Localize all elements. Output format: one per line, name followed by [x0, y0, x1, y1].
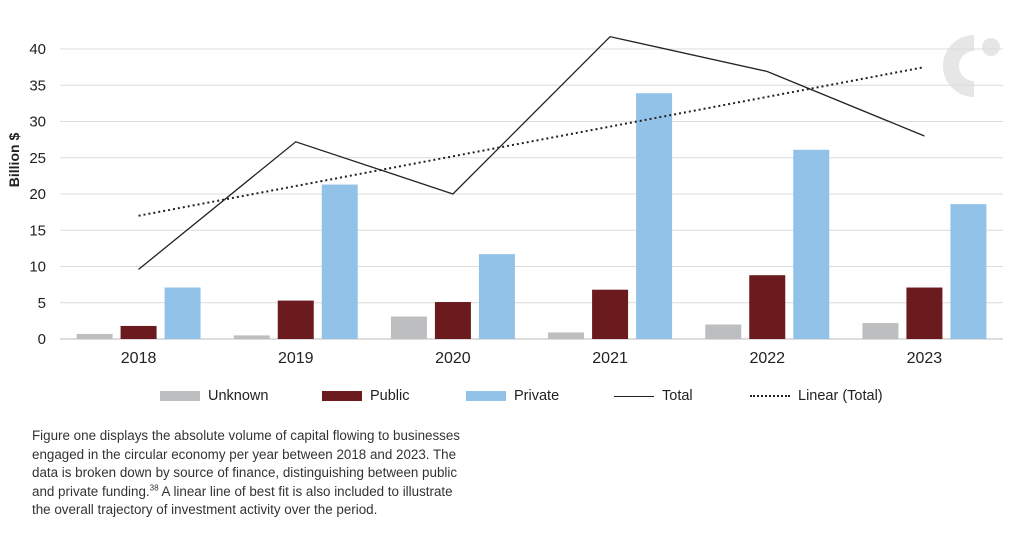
- x-tick-label-2022: 2022: [749, 350, 785, 367]
- y-tick-label: 5: [38, 295, 46, 312]
- y-axis-label: Billion $: [6, 133, 22, 188]
- bar-unknown-2018: [76, 333, 113, 339]
- bar-public-2023: [906, 287, 943, 339]
- bar-public-2019: [277, 300, 314, 339]
- x-tick-label-2023: 2023: [907, 350, 943, 367]
- lines: [138, 35, 925, 270]
- caption-text: Figure one displays the absolute volume …: [32, 428, 461, 499]
- bar-private-2021: [636, 93, 673, 339]
- bar-private-2018: [164, 287, 201, 339]
- bars: [76, 93, 987, 339]
- bar-unknown-2021: [548, 332, 585, 339]
- y-tick-label: 10: [29, 259, 46, 276]
- bar-public-2022: [749, 275, 786, 339]
- figure-caption: Figure one displays the absolute volume …: [32, 427, 472, 520]
- linear-trend-line: [138, 66, 925, 217]
- y-tick-label: 35: [29, 77, 46, 94]
- y-tick-label: 15: [29, 222, 46, 239]
- legend-swatch-unknown: [160, 391, 200, 401]
- bar-line-chart: 0 5 10 15 20 25 30 35 40 2018 2019 2020 2021 2022 202…: [6, 35, 1003, 367]
- legend-swatch-linear: [750, 395, 790, 397]
- legend-swatch-private: [466, 391, 506, 401]
- y-axis-ticks: 0 5 10 15 20 25 30 35 40: [29, 41, 46, 348]
- gridlines: [60, 48, 1003, 340]
- legend-label-private: Private: [514, 388, 560, 404]
- bar-private-2023: [950, 204, 987, 339]
- bar-private-2020: [478, 254, 515, 339]
- legend-label-total: Total: [662, 388, 693, 404]
- circular-c-logo-icon: [943, 35, 1000, 97]
- legend-item-unknown: Unknown: [160, 388, 268, 404]
- y-tick-label: 25: [29, 150, 46, 167]
- bar-private-2019: [321, 184, 358, 339]
- legend-item-total: Total: [614, 388, 693, 404]
- legend-item-linear: Linear (Total): [750, 388, 883, 404]
- y-tick-label: 30: [29, 114, 46, 131]
- bar-unknown-2019: [233, 335, 270, 339]
- x-tick-label-2021: 2021: [592, 350, 628, 367]
- legend-swatch-public: [322, 391, 362, 401]
- caption-text-2: A linear line of best fit is also includ…: [32, 483, 453, 518]
- legend-item-public: Public: [322, 388, 410, 404]
- legend-label-public: Public: [370, 388, 410, 404]
- bar-unknown-2020: [390, 316, 427, 339]
- y-tick-label: 0: [38, 331, 46, 348]
- bar-unknown-2023: [862, 323, 899, 339]
- legend-label-unknown: Unknown: [208, 388, 269, 404]
- x-axis-ticks: 2018 2019 2020 2021 2022 2023: [121, 350, 943, 367]
- bar-public-2021: [592, 289, 629, 339]
- legend-label-linear: Linear (Total): [798, 388, 883, 404]
- y-tick-label: 40: [29, 41, 46, 58]
- x-tick-label-2019: 2019: [278, 350, 314, 367]
- brand-logo: [926, 26, 1006, 106]
- bar-private-2022: [793, 149, 830, 339]
- x-tick-label-2020: 2020: [435, 350, 471, 367]
- caption-footnote: 38: [149, 483, 159, 493]
- bar-unknown-2022: [705, 324, 742, 339]
- bar-public-2018: [120, 325, 157, 339]
- legend: Unknown Public Private Total Linear (Tot…: [0, 388, 1022, 412]
- bar-public-2020: [434, 302, 471, 339]
- legend-item-private: Private: [466, 388, 559, 404]
- x-tick-label-2018: 2018: [121, 350, 157, 367]
- y-tick-label: 20: [29, 186, 46, 203]
- total-line: [138, 35, 925, 270]
- legend-swatch-total: [614, 395, 654, 397]
